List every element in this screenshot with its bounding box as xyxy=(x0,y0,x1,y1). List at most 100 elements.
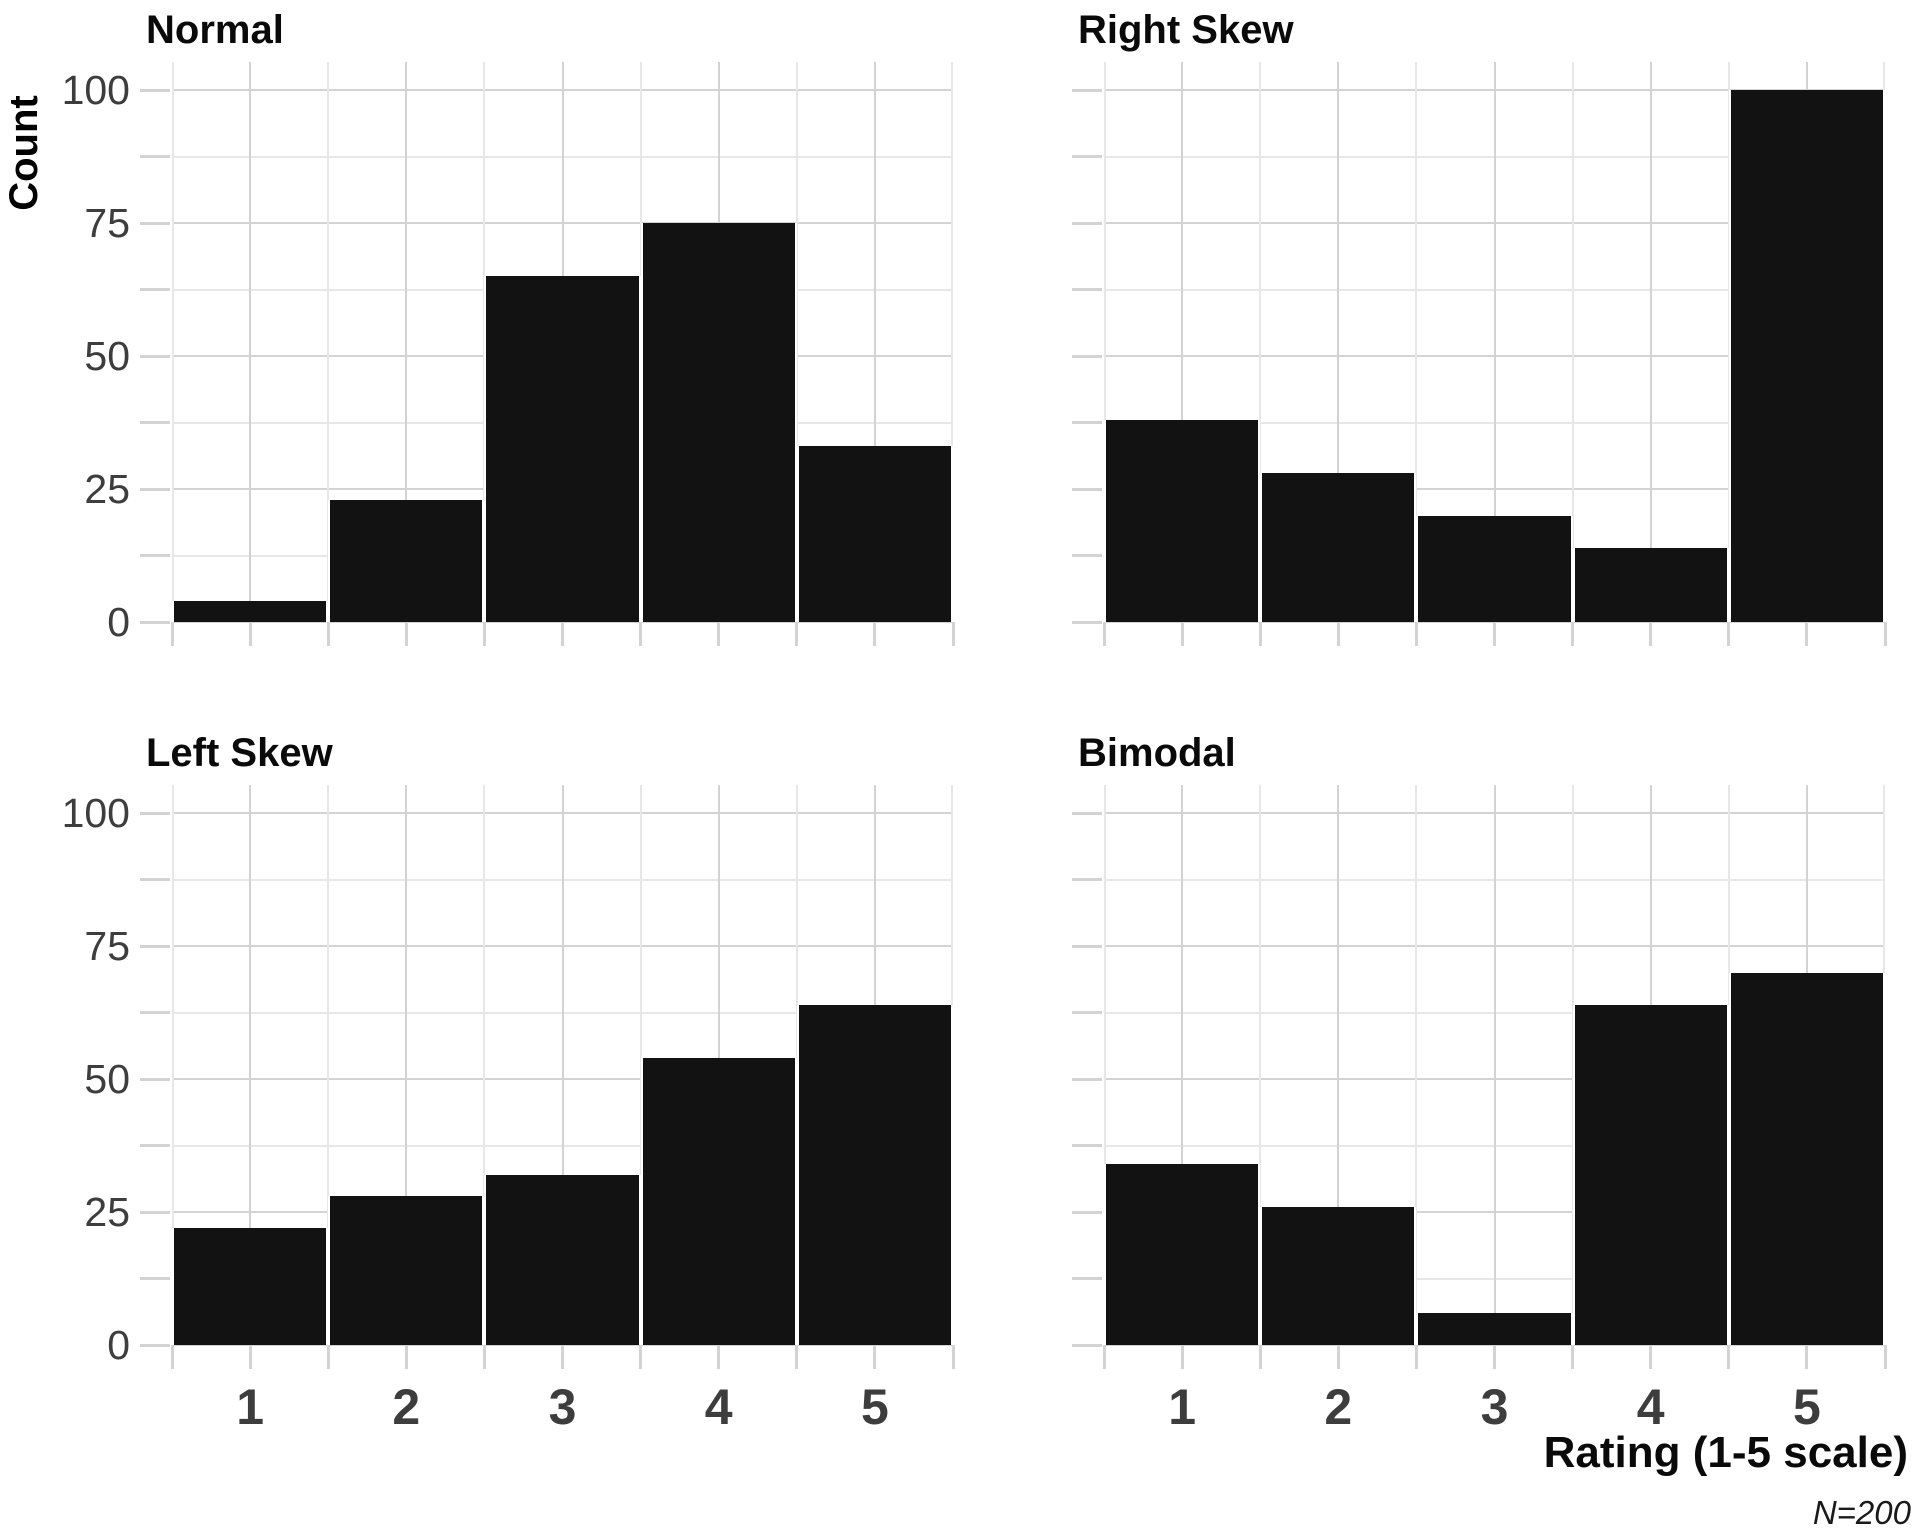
y-tick-mark xyxy=(140,421,170,424)
v-gridline xyxy=(1649,62,1652,622)
panel-normal: Normal 0 25 50 75 100 xyxy=(62,8,955,646)
bar-rating-5 xyxy=(796,446,953,622)
y-tick-label: 50 xyxy=(84,333,130,379)
v-gridline xyxy=(1415,785,1418,1345)
y-tick-mark xyxy=(140,1011,170,1014)
bar-rating-1 xyxy=(1104,1164,1261,1345)
y-tick-mark xyxy=(140,354,170,358)
x-tick-mark xyxy=(482,1345,486,1369)
y-tick-mark xyxy=(1072,487,1102,491)
y-tick-mark xyxy=(140,155,170,158)
x-tick-label: 3 xyxy=(548,1379,577,1435)
sample-size-note: N=200 xyxy=(1812,1494,1911,1531)
x-tick-mark xyxy=(1649,1345,1653,1369)
x-tick-mark xyxy=(1883,622,1887,646)
y-tick-mark xyxy=(140,944,170,948)
v-gridline xyxy=(483,785,486,1345)
panel-bimodal: Bimodal 1 2 3 4 5 xyxy=(1072,731,1887,1435)
x-tick-mark xyxy=(404,1345,408,1369)
bar-rating-2 xyxy=(1260,473,1417,622)
x-tick-mark xyxy=(1102,622,1106,646)
x-tick-mark xyxy=(873,622,877,646)
x-tick-mark xyxy=(482,622,486,646)
x-tick-mark xyxy=(873,1345,877,1369)
x-tick-mark xyxy=(717,622,721,646)
v-gridline xyxy=(1259,62,1262,622)
v-gridline xyxy=(1571,62,1574,622)
x-tick-mark xyxy=(248,622,252,646)
bar-rating-3 xyxy=(1416,1313,1573,1345)
v-gridline xyxy=(172,62,174,622)
y-tick-mark xyxy=(140,878,170,881)
y-tick-mark xyxy=(140,487,170,491)
bar-rating-2 xyxy=(328,500,485,622)
y-tick-mark xyxy=(140,1343,170,1347)
x-tick-mark xyxy=(1414,622,1418,646)
x-tick-mark xyxy=(1493,1345,1496,1369)
v-gridline xyxy=(327,62,330,622)
v-gridline xyxy=(1337,62,1340,622)
x-tick-mark xyxy=(1414,1345,1418,1369)
x-tick-mark xyxy=(1571,622,1575,646)
x-axis-title: Rating (1-5 scale) xyxy=(1543,1428,1908,1477)
y-tick-mark xyxy=(1072,944,1102,948)
bar-rating-1 xyxy=(172,1228,329,1345)
x-tick-mark xyxy=(1571,1345,1575,1369)
y-tick-mark xyxy=(140,1277,170,1280)
y-tick-mark xyxy=(1072,421,1102,424)
bar-rating-4 xyxy=(1572,548,1729,622)
x-tick-mark xyxy=(639,1345,643,1369)
v-gridline xyxy=(249,785,252,1345)
y-tick-label: 75 xyxy=(84,200,130,246)
x-tick-label: 5 xyxy=(1792,1379,1821,1435)
y-tick-mark xyxy=(1072,1277,1102,1280)
v-gridline xyxy=(1415,62,1418,622)
bar-rating-1 xyxy=(172,601,329,622)
x-tick-mark xyxy=(951,622,955,646)
x-tick-label: 1 xyxy=(1168,1379,1196,1435)
x-tick-label: 2 xyxy=(392,1379,421,1435)
bar-rating-5 xyxy=(796,1005,953,1345)
v-gridline xyxy=(249,62,252,622)
x-tick-mark xyxy=(404,622,408,646)
panel-title: Left Skew xyxy=(146,731,333,775)
y-tick-mark xyxy=(140,1210,170,1214)
v-gridline xyxy=(873,62,876,622)
y-tick-mark xyxy=(1072,288,1102,291)
y-tick-label: 0 xyxy=(107,1322,130,1368)
y-tick-label: 100 xyxy=(61,790,130,836)
x-tick-mark xyxy=(1649,622,1653,646)
y-tick-mark xyxy=(1072,554,1102,557)
v-gridline xyxy=(172,785,174,1345)
v-gridline xyxy=(1493,785,1496,1345)
v-gridline xyxy=(1493,62,1496,622)
x-tick-mark xyxy=(639,622,643,646)
bar-rating-3 xyxy=(484,276,641,622)
v-gridline xyxy=(795,62,798,622)
x-tick-mark xyxy=(1180,1345,1184,1369)
y-tick-mark xyxy=(1072,1011,1102,1014)
v-gridline xyxy=(1181,62,1184,622)
bar-rating-3 xyxy=(484,1175,641,1345)
v-gridline xyxy=(327,785,330,1345)
bar-rating-2 xyxy=(328,1196,485,1345)
x-tick-label: 1 xyxy=(236,1379,264,1435)
x-tick-mark xyxy=(951,1345,955,1369)
y-tick-mark xyxy=(1072,88,1102,92)
v-gridline xyxy=(1104,62,1106,622)
v-gridline xyxy=(1104,785,1106,1345)
y-tick-mark xyxy=(140,620,170,624)
v-gridline xyxy=(405,785,408,1345)
x-tick-label: 3 xyxy=(1480,1379,1509,1435)
y-tick-mark xyxy=(1072,620,1102,624)
x-tick-label: 2 xyxy=(1324,1379,1353,1435)
bar-rating-4 xyxy=(640,1058,797,1345)
y-tick-mark xyxy=(140,554,170,557)
y-tick-mark xyxy=(1072,1077,1102,1081)
x-tick-mark xyxy=(1102,1345,1106,1369)
x-tick-mark xyxy=(1805,622,1809,646)
x-tick-mark xyxy=(170,622,174,646)
x-tick-mark xyxy=(170,1345,174,1369)
bar-rating-3 xyxy=(1416,516,1573,622)
